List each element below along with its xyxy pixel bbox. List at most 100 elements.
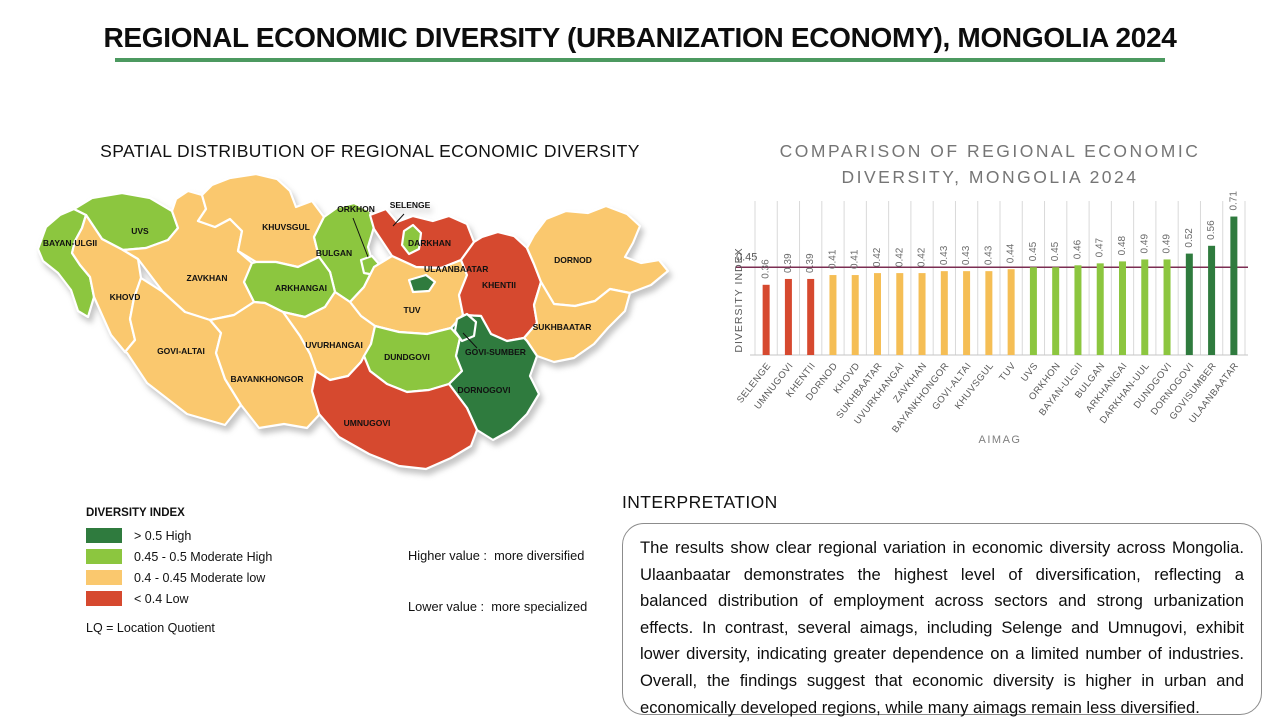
interpretation-text: The results show clear regional variatio…	[640, 538, 1244, 717]
bar-value-label: 0.43	[983, 245, 994, 265]
bar-value-label: 0.52	[1184, 228, 1195, 248]
bar-dornogovi	[1185, 253, 1193, 355]
map-region-label-khentii: KHENTII	[482, 280, 516, 290]
bar-khovd	[851, 275, 859, 355]
map-region-label-sukhbaatar: SUKHBAATAR	[533, 322, 592, 332]
map-leader-line-selenge	[392, 213, 405, 227]
legend-item-moderate_low: 0.4 - 0.45 Moderate low	[86, 567, 272, 588]
bar-uvurkhangai	[896, 273, 904, 355]
map-region-label-tuv: TUV	[404, 305, 421, 315]
map-region-label-ulaanbaatar: ULAANBAATAR	[424, 264, 488, 274]
bar-bulgan	[1096, 263, 1104, 355]
map-region-label-dornod: DORNOD	[554, 255, 592, 265]
map-region-label-dundgovi: DUNDGOVI	[384, 352, 430, 362]
bar-value-label: 0.56	[1206, 220, 1217, 240]
bar-value-label: 0.42	[872, 247, 883, 267]
map-note-line1: Higher value : more diversified	[408, 548, 585, 563]
bar-value-label: 0.71	[1228, 191, 1239, 211]
map-region-label-bayankhongor: BAYANKHONGOR	[230, 374, 303, 384]
legend-swatch-moderate_low	[86, 570, 122, 585]
map-region-govi_sumber	[453, 312, 478, 343]
map-leader-line-govi_sumber	[462, 332, 478, 349]
bar-value-label: 0.49	[1139, 234, 1150, 254]
map-region-label-uvs: UVS	[131, 226, 149, 236]
mongolia-choropleth-map: BAYAN-ULGII UVS KHOVD ZAVKHAN GOVI-ALTAI KHUV…	[36, 172, 670, 471]
bar-value-label: 0.42	[917, 247, 928, 267]
page-title: REGIONAL ECONOMIC DIVERSITY (URBANIZATIO…	[103, 22, 1177, 53]
map-region-label-bulgan: BULGAN	[316, 248, 352, 258]
legend-title: DIVERSITY INDEX	[86, 507, 185, 519]
interpretation-box: The results show clear regional variatio…	[622, 523, 1262, 717]
map-region-label-arkhangai: ARKHANGAI	[275, 283, 327, 293]
bar-value-label: 0.36	[761, 259, 772, 279]
legend-item-label: < 0.4 Low	[134, 591, 189, 606]
bar-darkhan-uul	[1141, 259, 1149, 355]
bar-khuvsgul	[985, 271, 993, 355]
bar-value-label: 0.39	[805, 253, 816, 273]
map-region-label-selenge: SELENGE	[390, 200, 431, 210]
map-region-dornod	[525, 204, 670, 308]
legend-footnote: LQ = Location Quotient	[86, 621, 215, 635]
chart-title-line1: COMPARISON OF REGIONAL ECONOMIC	[779, 141, 1201, 161]
map-region-label-darkhan: DARKHAN	[408, 238, 451, 248]
bar-value-label: 0.43	[939, 245, 950, 265]
bar-dundgovi	[1163, 259, 1171, 355]
legend-swatch-moderate_high	[86, 549, 122, 564]
chart-title: COMPARISON OF REGIONAL ECONOMIC DIVERSIT…	[730, 138, 1250, 190]
map-region-label-zavkhan: ZAVKHAN	[187, 273, 228, 283]
bar-sukhbaatar	[874, 273, 881, 355]
chart-title-line2: DIVERSITY, MONGOLIA 2024	[841, 167, 1139, 187]
bar-zavkhan	[918, 273, 926, 355]
map-region-dornogovi	[447, 313, 541, 442]
map-region-sukhbaatar	[522, 280, 632, 364]
bar-khentii	[807, 278, 815, 355]
map-note: Higher value : more diversified Lower va…	[408, 513, 587, 649]
bar-orkhon	[1052, 267, 1060, 355]
map-region-label-umnugovi: UMNUGOVI	[344, 418, 391, 428]
map-region-label-dornogovi: DORNOGOVI	[458, 385, 511, 395]
diversity-bar-chart: 0.450.36SELENGE0.39UMNUGOVI0.39KHENTII0.…	[733, 191, 1248, 446]
bar-value-label: 0.49	[1162, 234, 1173, 254]
map-legend: DIVERSITY INDEX > 0.5 High 0.45 - 0.5 Mod…	[86, 507, 272, 635]
bar-value-label: 0.41	[827, 249, 838, 269]
map-region-label-khovd: KHOVD	[110, 292, 141, 302]
bar-arkhangai	[1119, 261, 1126, 355]
bar-bayan-ulgii	[1074, 265, 1082, 355]
bar-value-label: 0.45	[1050, 241, 1061, 261]
category-label: TUV	[997, 360, 1018, 383]
legend-item-label: 0.45 - 0.5 Moderate High	[134, 549, 273, 564]
map-region-label-uvurhangai: UVURHANGAI	[305, 340, 363, 350]
map-leader-line-orkhon	[352, 217, 369, 258]
x-axis-title: AIMAG	[979, 434, 1022, 446]
bar-value-label: 0.43	[961, 245, 972, 265]
map-region-ulaanbaatar	[407, 273, 437, 294]
bar-govi-altai	[963, 271, 971, 355]
legend-item-low: < 0.4 Low	[86, 588, 272, 609]
y-axis-title: DIVERSITY INDEX	[733, 247, 745, 352]
map-region-label-bayan_ulgii: BAYAN-ULGII	[43, 238, 97, 248]
bar-value-label: 0.46	[1072, 239, 1083, 259]
map-region-label-khuvsgul: KHUVSGUL	[262, 222, 310, 232]
bar-value-label: 0.42	[894, 247, 905, 267]
bar-tuv	[1007, 269, 1015, 355]
bar-value-label: 0.44	[1006, 243, 1017, 263]
bar-value-label: 0.48	[1117, 235, 1128, 255]
map-note-line2: Lower value : more specialized	[408, 599, 588, 614]
bar-ulaanbaatar	[1230, 216, 1238, 355]
bar-uvs	[1029, 267, 1037, 355]
map-region-umnugovi	[310, 354, 479, 471]
legend-item-high: > 0.5 High	[86, 525, 272, 546]
bar-dornod	[829, 275, 837, 355]
map-region-label-govi_altai: GOVI-ALTAI	[157, 346, 205, 356]
bar-value-label: 0.45	[1028, 241, 1039, 261]
bar-value-label: 0.39	[783, 253, 794, 273]
bar-bayankhongor	[940, 271, 948, 355]
legend-item-label: 0.4 - 0.45 Moderate low	[134, 570, 266, 585]
bar-value-label: 0.47	[1095, 237, 1106, 257]
bar-selenge	[762, 284, 770, 355]
category-label: UVS	[1019, 361, 1041, 384]
bar-umnugovi	[784, 278, 792, 355]
legend-item-label: > 0.5 High	[134, 528, 192, 543]
map-region-darkhan	[400, 223, 423, 256]
legend-swatch-low	[86, 591, 122, 606]
